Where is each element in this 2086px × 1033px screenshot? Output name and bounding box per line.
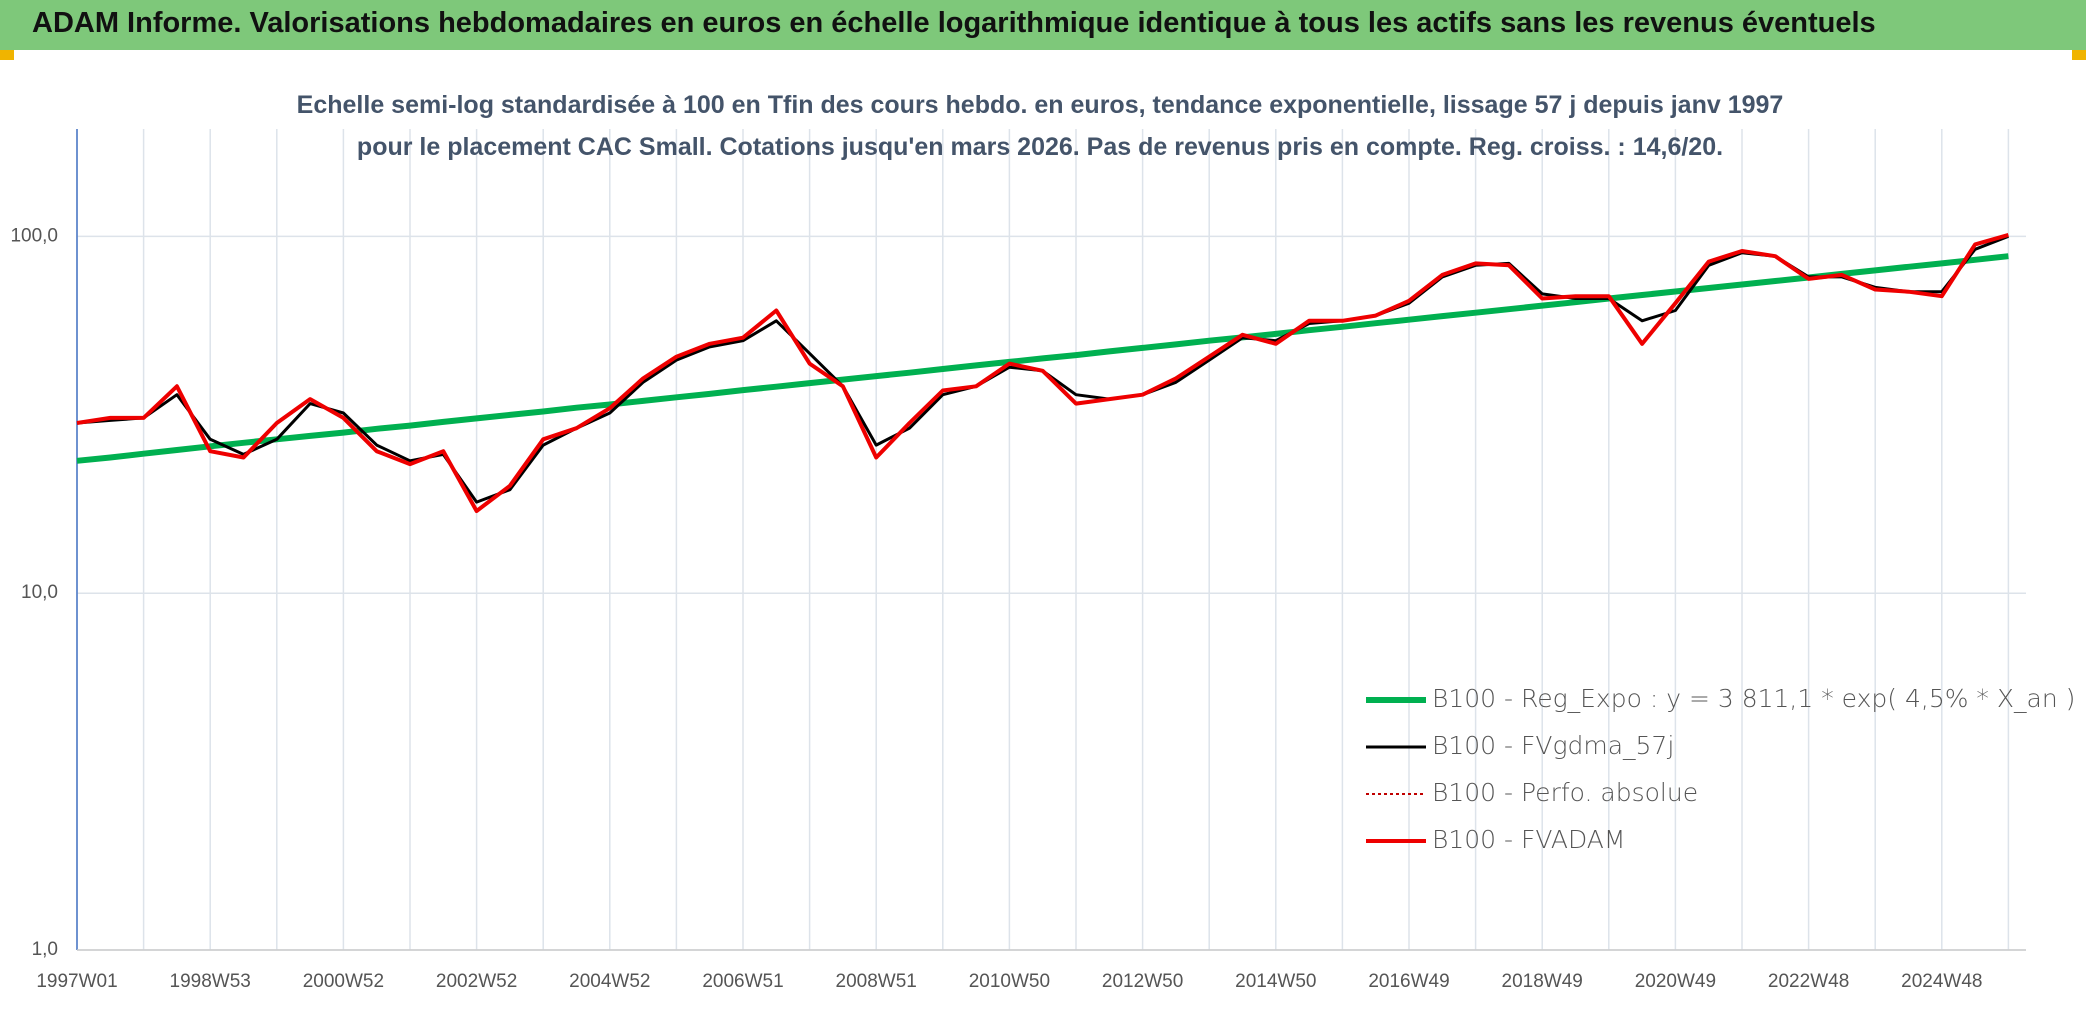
x-tick-label: 2012W50 bbox=[1102, 971, 1183, 992]
x-tick-label: 2016W49 bbox=[1368, 971, 1449, 992]
corner-mark bbox=[2072, 50, 2086, 60]
x-tick-label: 1998W53 bbox=[170, 971, 251, 992]
x-tick-label: 2002W52 bbox=[436, 971, 517, 992]
x-tick-label: 2008W51 bbox=[836, 971, 917, 992]
y-tick-label: 100,0 bbox=[10, 225, 58, 246]
legend-label: B100 - Perfo. absolue bbox=[1432, 778, 1698, 807]
chart-title: ADAM Informe. Valorisations hebdomadaire… bbox=[32, 7, 1876, 39]
series-line bbox=[76, 253, 2009, 464]
y-tick-label: 1,0 bbox=[32, 939, 58, 960]
x-tick-label: 2020W49 bbox=[1635, 971, 1716, 992]
corner-mark bbox=[0, 50, 14, 60]
x-tick-label: 2004W52 bbox=[569, 971, 650, 992]
x-tick-label: 2000W52 bbox=[303, 971, 384, 992]
chart-subtitle: Echelle semi-log standardisée à 100 en T… bbox=[296, 91, 1784, 161]
x-tick-label: 2024W48 bbox=[1901, 971, 1982, 992]
legend-label: B100 - FVgdma_57j bbox=[1432, 731, 1674, 760]
legend-label: B100 - Reg_Expo : y = 3 811,1 * exp( 4,5… bbox=[1432, 684, 2075, 713]
x-tick-label: 2006W51 bbox=[702, 971, 783, 992]
series-line bbox=[76, 232, 2009, 513]
legend-label: B100 - FVADAM bbox=[1432, 825, 1625, 854]
x-tick-label: 2018W49 bbox=[1502, 971, 1583, 992]
x-tick-label: 2022W48 bbox=[1768, 971, 1849, 992]
y-tick-label: 10,0 bbox=[21, 582, 58, 603]
x-tick-label: 2010W50 bbox=[969, 971, 1050, 992]
x-tick-label: 1997W01 bbox=[36, 971, 117, 992]
banner: ADAM Informe. Valorisations hebdomadaire… bbox=[0, 0, 2086, 50]
x-tick-label: 2014W50 bbox=[1235, 971, 1316, 992]
